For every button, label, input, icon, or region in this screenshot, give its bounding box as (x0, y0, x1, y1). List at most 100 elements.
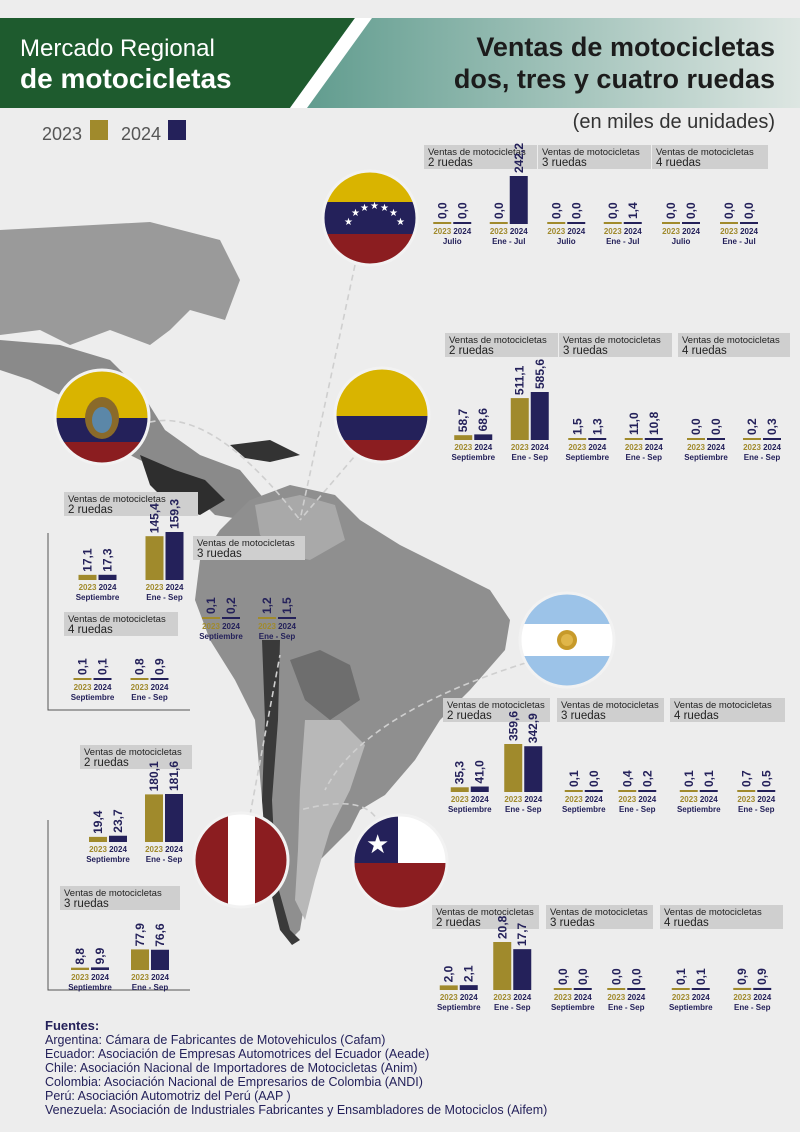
tick-year-2023: 2023 (733, 993, 751, 1002)
bar-2024 (509, 176, 528, 224)
group-title-line1: Ventas de motocicletas (68, 494, 166, 505)
bar-2024 (150, 678, 169, 680)
bar-2024 (691, 988, 710, 990)
data-label-2023: 19,4 (91, 810, 105, 834)
data-label-2023: 0,0 (492, 202, 506, 219)
svg-text:★: ★ (351, 208, 360, 219)
header-left-line1: Mercado Regional (20, 35, 215, 62)
bar-2023 (564, 790, 583, 792)
bar-2023 (493, 942, 512, 990)
period-label: Ene - Sep (619, 805, 656, 814)
period-label: Ene - Sep (131, 693, 168, 702)
tick-year-2023: 2023 (454, 443, 472, 452)
source-line: Colombia: Asociación Nacional de Empresa… (45, 1075, 423, 1089)
data-label-2024: 2,1 (462, 965, 476, 982)
tick-year-2024: 2024 (109, 845, 127, 854)
data-label-2024: 0,2 (224, 597, 238, 614)
group-title-line2: 4 ruedas (682, 345, 727, 357)
period-label: Ene - Sep (738, 805, 775, 814)
data-label-2024: 0,1 (694, 968, 708, 985)
tick-year-2024: 2024 (151, 973, 169, 982)
bar-2023 (720, 222, 738, 224)
tick-year-2023: 2023 (71, 973, 89, 982)
svg-text:★: ★ (344, 217, 353, 228)
tick-year-2023: 2023 (554, 993, 572, 1002)
tick-year-2024: 2024 (99, 583, 117, 592)
flag-chile-icon: ★ (351, 813, 449, 911)
period-label: Ene - Sep (505, 805, 542, 814)
tick-year-2023: 2023 (662, 227, 680, 236)
tick-year-2024: 2024 (165, 845, 183, 854)
data-label-2023: 17,1 (81, 548, 95, 572)
period-label: Ene - Sep (608, 1003, 645, 1012)
group-title-line1: Ventas de motocicletas (563, 335, 661, 346)
group-title-line2: 3 ruedas (550, 917, 595, 929)
bar-2023 (439, 985, 458, 990)
bar-2024 (459, 985, 478, 990)
period-label: Julio (557, 237, 576, 246)
source-line: Argentina: Cámara de Fabricantes de Moto… (45, 1033, 385, 1047)
bar-2023 (433, 222, 452, 224)
group-title-line2: 3 ruedas (197, 548, 242, 560)
period-label: Septiembre (71, 693, 115, 702)
group-label-bg (670, 698, 785, 722)
group-title-line1: Ventas de motocicletas (64, 888, 162, 899)
tick-year-2024: 2024 (753, 993, 771, 1002)
tick-year-2023: 2023 (202, 622, 220, 631)
tick-year-2023: 2023 (618, 795, 636, 804)
data-label-2023: 0,0 (609, 968, 623, 985)
data-label-2024: 0,1 (96, 658, 110, 675)
bar-2024 (757, 790, 776, 792)
group-label-bg (445, 333, 558, 357)
sources: Fuentes: Argentina: Cámara de Fabricante… (45, 1018, 547, 1117)
tick-year-2023: 2023 (680, 795, 698, 804)
data-label-2024: 9,9 (93, 947, 107, 964)
tick-year-2023: 2023 (511, 443, 529, 452)
data-label-2023: 0,7 (739, 770, 753, 787)
data-label-2023: 20,8 (495, 915, 509, 939)
svg-text:★: ★ (370, 201, 379, 212)
data-label-2024: 0,0 (576, 968, 590, 985)
bar-2023 (568, 438, 587, 440)
data-label-2024: 0,3 (765, 418, 779, 435)
bar-2024 (573, 988, 592, 990)
period-label: Ene - Sep (146, 593, 183, 602)
tick-year-2024: 2024 (627, 993, 645, 1002)
data-label-2024: 159,3 (168, 499, 182, 529)
bar-2023 (733, 987, 752, 990)
bar-2023 (662, 222, 680, 224)
data-label-2023: 0,1 (567, 770, 581, 787)
tick-year-2024: 2024 (585, 795, 603, 804)
data-label-2024: 0,0 (629, 968, 643, 985)
period-label: Ene - Jul (606, 237, 639, 246)
bar-2024 (530, 392, 549, 440)
group-title-line1: Ventas de motocicletas (197, 538, 295, 549)
header-left-line2: de motocicletas (20, 63, 232, 94)
svg-text:★: ★ (396, 217, 405, 228)
data-label-2024: 1,5 (280, 597, 294, 614)
tick-year-2023: 2023 (504, 795, 522, 804)
period-label: Ene - Sep (734, 1003, 771, 1012)
tick-year-2024: 2024 (707, 443, 725, 452)
bar-2024 (699, 790, 718, 792)
header-right-line1: Ventas de motocicletas (476, 32, 775, 62)
group-label-bg (538, 145, 651, 169)
bar-2023 (145, 536, 164, 580)
data-label-2023: 1,2 (260, 597, 274, 614)
data-label-2023: 0,4 (620, 770, 634, 787)
bar-2024 (98, 574, 117, 580)
data-label-2024: 0,9 (153, 658, 167, 675)
tick-year-2024: 2024 (574, 993, 592, 1002)
period-label: Ene - Sep (146, 855, 183, 864)
bar-2024 (222, 617, 240, 619)
group-title-line2: 4 ruedas (674, 710, 719, 722)
tick-year-2023: 2023 (131, 973, 149, 982)
group-title-line1: Ventas de motocicletas (656, 147, 754, 158)
data-label-2023: 0,1 (682, 770, 696, 787)
bar-2024 (740, 222, 758, 224)
